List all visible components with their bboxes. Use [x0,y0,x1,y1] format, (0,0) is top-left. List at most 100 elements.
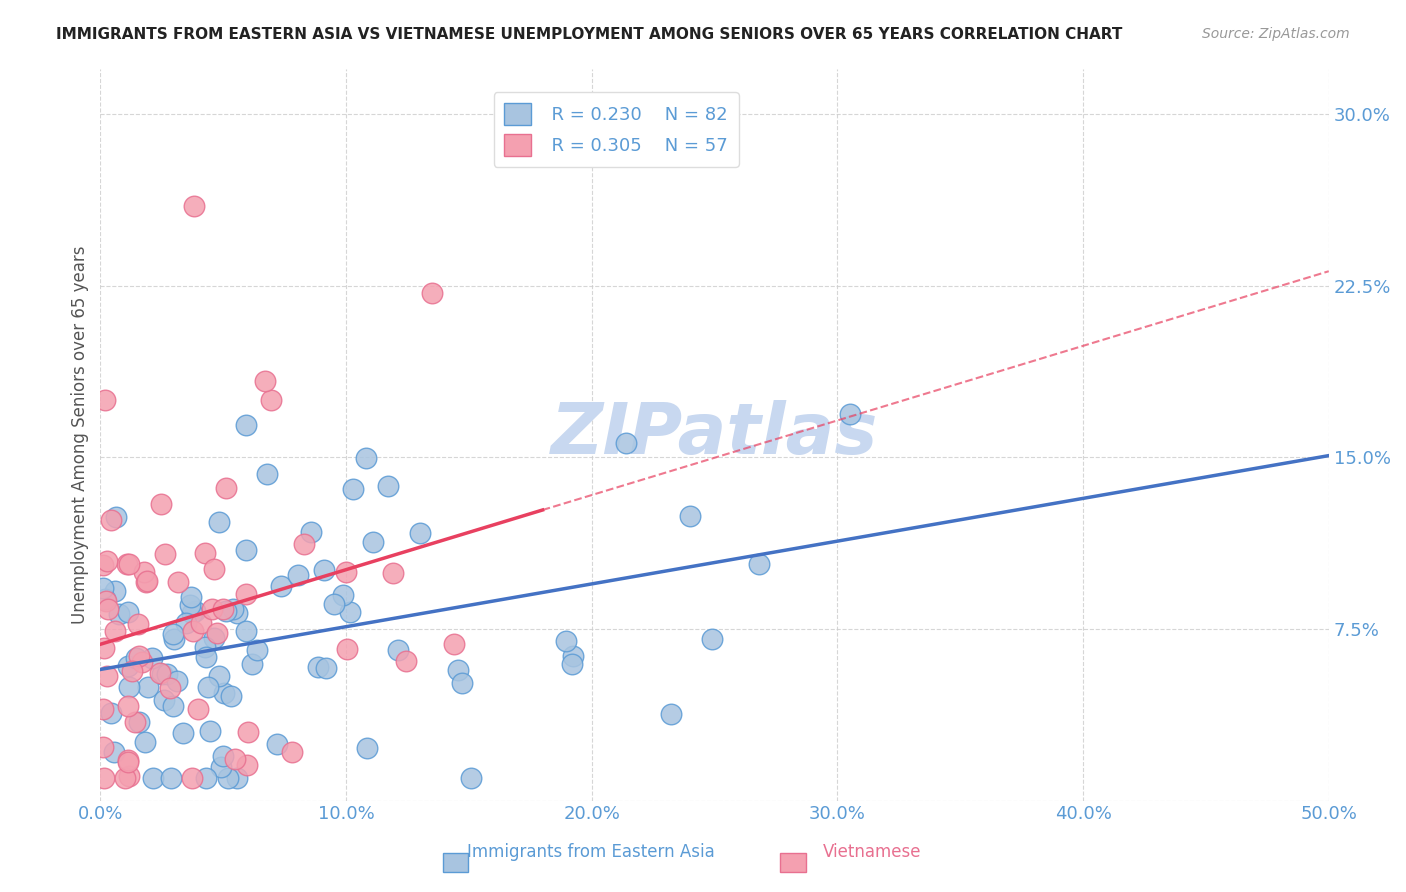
Point [131,656,153,670]
Point [96,594,118,608]
Point [236,758,259,772]
Point [225,771,247,785]
Point [150,667,173,681]
Point [114,771,136,785]
Point [93,771,115,785]
Point [460,771,482,785]
Point [162,627,184,641]
Point [104,583,127,598]
Point [104,509,127,524]
Point [94,591,117,606]
Point [117,699,139,714]
Point [299,525,322,540]
Point [149,665,172,680]
Point [118,769,141,783]
Point [202,631,225,645]
Point [141,651,163,665]
Point [342,483,364,497]
Point [335,565,357,579]
Point [748,557,770,571]
Point [679,509,702,524]
Point [246,642,269,657]
Point [183,604,205,618]
Point [224,752,246,766]
Point [153,547,176,561]
Point [409,525,432,540]
Point [235,543,257,558]
Point [91,701,114,715]
Point [194,640,217,655]
Point [136,574,159,588]
Point [217,771,239,785]
Point [159,681,181,695]
Point [118,680,141,694]
Point [117,658,139,673]
Point [135,574,157,589]
Point [136,680,159,694]
Point [100,513,122,527]
Point [307,660,329,674]
Point [104,624,127,639]
Point [181,624,204,638]
Point [187,702,209,716]
Point [183,199,205,213]
Point [167,574,190,589]
Point [121,664,143,678]
Legend:   R = 0.230    N = 82,   R = 0.305    N = 57: R = 0.230 N = 82, R = 0.305 N = 57 [494,92,740,167]
Point [159,771,181,785]
Point [194,771,217,785]
Point [117,605,139,619]
Point [361,535,384,549]
Point [235,587,257,601]
Point [172,725,194,739]
Text: Source: ZipAtlas.com: Source: ZipAtlas.com [1202,27,1350,41]
Point [332,588,354,602]
Point [132,565,155,579]
Point [91,740,114,755]
Point [117,753,139,767]
Point [287,567,309,582]
Point [96,553,118,567]
Point [451,675,474,690]
Point [312,563,335,577]
Point [254,374,277,388]
Point [156,667,179,681]
Text: IMMIGRANTS FROM EASTERN ASIA VS VIETNAMESE UNEMPLOYMENT AMONG SENIORS OVER 65 YE: IMMIGRANTS FROM EASTERN ASIA VS VIETNAME… [56,27,1122,42]
Text: Vietnamese: Vietnamese [823,843,921,861]
Point [339,605,361,619]
Point [103,745,125,759]
Point [194,546,217,560]
Point [108,607,131,622]
Text: Immigrants from Eastern Asia: Immigrants from Eastern Asia [467,843,714,861]
Point [166,673,188,688]
Point [97,602,120,616]
Point [555,634,578,648]
Point [211,602,233,616]
Point [91,558,114,572]
Point [91,581,114,595]
Point [211,749,233,764]
Point [128,714,150,729]
Point [443,637,465,651]
Point [420,285,443,300]
Point [354,450,377,465]
Point [190,615,212,630]
Point [235,417,257,432]
Point [447,663,470,677]
Point [94,393,117,408]
Point [387,643,409,657]
Point [179,598,201,612]
Point [323,597,346,611]
Point [260,393,283,408]
Point [270,579,292,593]
Point [336,642,359,657]
Point [162,698,184,713]
Point [208,668,231,682]
Point [214,686,236,700]
Point [202,562,225,576]
Point [395,654,418,668]
Point [616,435,638,450]
Point [839,407,862,421]
Point [142,771,165,785]
Point [236,725,259,739]
